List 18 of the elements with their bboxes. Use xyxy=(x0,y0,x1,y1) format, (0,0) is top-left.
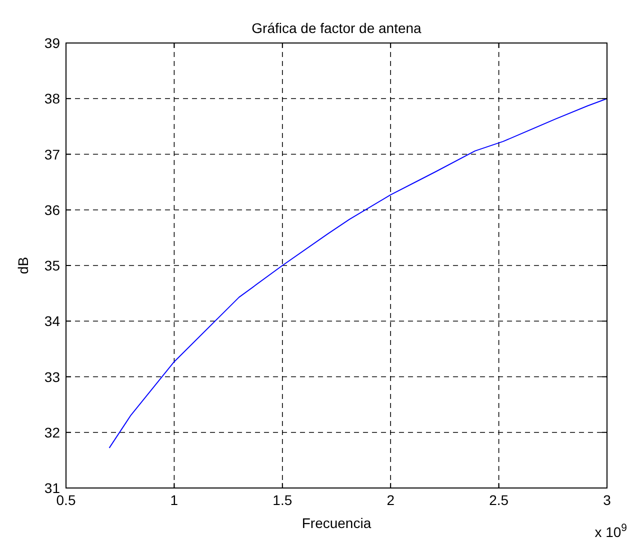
y-tick-label: 38 xyxy=(44,90,60,107)
x-tick-label: 2.5 xyxy=(489,492,509,508)
y-tick-label: 34 xyxy=(44,313,60,330)
y-axis-title: dB xyxy=(15,256,31,274)
line-series xyxy=(108,98,608,448)
text: x 10$^{9}$ xyxy=(594,522,628,540)
x-tick-label: 1.5 xyxy=(272,492,292,508)
y-tick-label: 35 xyxy=(44,258,60,274)
y-tick-label: 33 xyxy=(44,368,60,385)
x-axis-title: Frecuencia xyxy=(302,515,372,531)
y-tick-label: 37 xyxy=(44,146,60,162)
chart-title: Gráfica de factor de antena xyxy=(252,20,422,36)
x-tick-label: 3 xyxy=(603,492,612,508)
y-tick-label: 36 xyxy=(44,202,60,218)
x-tick-label: 1 xyxy=(170,492,178,508)
x-tick-label: 2 xyxy=(386,492,395,508)
y-tick-label: 39 xyxy=(44,35,60,51)
y-tick-label: 32 xyxy=(44,424,60,440)
